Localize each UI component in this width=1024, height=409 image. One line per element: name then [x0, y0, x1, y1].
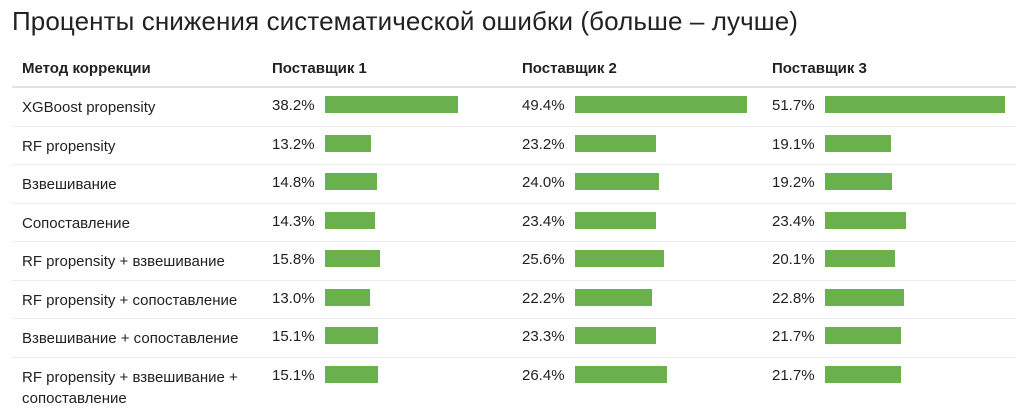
value-cell: 21.7% [772, 358, 1012, 402]
value-cell: 15.1% [272, 358, 512, 402]
value-bar [575, 288, 652, 306]
value-cell: 20.1% [772, 242, 1012, 280]
value-cell: 21.7% [772, 319, 1012, 357]
value-bar [325, 134, 371, 152]
value-bar [325, 173, 377, 190]
column-header-supplier-1: Поставщик 1 [272, 60, 367, 77]
value-cell: 13.0% [272, 281, 512, 319]
value-bar [575, 134, 656, 152]
value-cell: 19.2% [772, 165, 1012, 203]
value-label: 15.8% [272, 251, 315, 268]
value-label: 22.8% [772, 289, 815, 307]
value-cell: 49.4% [522, 88, 762, 126]
value-cell: 14.3% [272, 204, 512, 242]
method-label: Взвешивание + сопоставление [22, 330, 239, 347]
value-bar [575, 250, 664, 267]
value-bar [575, 173, 659, 190]
value-label: 25.6% [522, 251, 565, 268]
value-cell: 25.6% [522, 242, 762, 280]
value-bar [325, 250, 380, 267]
value-label: 20.1% [772, 251, 815, 268]
value-label: 22.2% [522, 289, 565, 307]
table-row: Взвешивание + сопоставление 15.1% 23.3% 21.… [12, 319, 1016, 358]
value-cell: 15.8% [272, 242, 512, 280]
table-row: Сопоставление 14.3% 23.4% 23.4% [12, 204, 1016, 242]
table-body: XGBoost propensity 38.2% 49.4% 51.7% RF prop… [12, 88, 1016, 407]
value-label: 51.7% [772, 97, 815, 114]
value-label: 23.3% [522, 328, 565, 345]
value-bar [575, 96, 747, 113]
value-label: 38.2% [272, 97, 315, 114]
method-label: RF propensity [22, 137, 116, 155]
value-cell: 38.2% [272, 88, 512, 126]
value-label: 13.0% [272, 289, 315, 307]
table-header: Метод коррекции Поставщик 1 Поставщик 2 … [12, 48, 1016, 88]
value-cell: 23.2% [522, 127, 762, 165]
value-label: 19.2% [772, 174, 815, 191]
table-row: RF propensity + сопоставление 13.0% 22.2% 2… [12, 281, 1016, 319]
value-label: 21.7% [772, 366, 815, 384]
value-bar [825, 134, 891, 152]
value-label: 23.4% [522, 212, 565, 230]
value-cell: 19.1% [772, 127, 1012, 165]
chart-title: Проценты снижения систематической ошибки… [12, 6, 799, 36]
value-cell: 24.0% [522, 165, 762, 203]
method-label: XGBoost propensity [22, 99, 156, 116]
value-cell: 22.8% [772, 281, 1012, 319]
value-cell: 15.1% [272, 319, 512, 357]
value-bar [825, 365, 901, 383]
value-cell: 23.3% [522, 319, 762, 357]
column-header-supplier-2: Поставщик 2 [522, 60, 617, 77]
value-label: 24.0% [522, 174, 565, 191]
value-label: 15.1% [272, 366, 315, 384]
value-bar [825, 327, 901, 344]
value-label: 14.8% [272, 174, 315, 191]
value-label: 21.7% [772, 328, 815, 345]
value-bar [575, 211, 656, 229]
value-cell: 13.2% [272, 127, 512, 165]
value-bar [825, 211, 906, 229]
method-label: RF propensity + взвешивание + сопоставле… [22, 368, 238, 407]
value-cell: 23.4% [772, 204, 1012, 242]
value-bar [825, 288, 904, 306]
value-cell: 14.8% [272, 165, 512, 203]
value-bar [325, 365, 378, 383]
value-bar [575, 327, 656, 344]
method-label: Сопоставление [22, 214, 130, 232]
value-bar [825, 250, 895, 267]
table-row: XGBoost propensity 38.2% 49.4% 51.7% [12, 88, 1016, 127]
method-label: RF propensity + взвешивание [22, 253, 225, 270]
value-cell: 51.7% [772, 88, 1012, 126]
value-bar [575, 365, 667, 383]
results-table: Метод коррекции Поставщик 1 Поставщик 2 … [12, 48, 1016, 407]
table-row: Взвешивание 14.8% 24.0% 19.2% [12, 165, 1016, 204]
value-label: 14.3% [272, 212, 315, 230]
method-label: RF propensity + сопоставление [22, 291, 238, 309]
method-label: Взвешивание [22, 176, 117, 193]
column-header-supplier-3: Поставщик 3 [772, 60, 867, 77]
column-header-method: Метод коррекции [22, 60, 151, 77]
value-label: 19.1% [772, 135, 815, 153]
value-bar [325, 96, 458, 113]
value-label: 13.2% [272, 135, 315, 153]
value-cell: 23.4% [522, 204, 762, 242]
table-row: RF propensity 13.2% 23.2% 19.1% [12, 127, 1016, 165]
value-bar [325, 288, 370, 306]
value-label: 26.4% [522, 366, 565, 384]
value-cell: 26.4% [522, 358, 762, 402]
value-bar [325, 327, 378, 344]
table-row: RF propensity + взвешивание 15.8% 25.6% 20.… [12, 242, 1016, 281]
value-label: 23.4% [772, 212, 815, 230]
value-label: 23.2% [522, 135, 565, 153]
value-label: 15.1% [272, 328, 315, 345]
value-bar [825, 173, 892, 190]
table-row: RF propensity + взвешивание + сопоставле… [12, 358, 1016, 407]
value-cell: 22.2% [522, 281, 762, 319]
value-bar [325, 211, 375, 229]
value-label: 49.4% [522, 97, 565, 114]
value-bar [825, 96, 1005, 113]
